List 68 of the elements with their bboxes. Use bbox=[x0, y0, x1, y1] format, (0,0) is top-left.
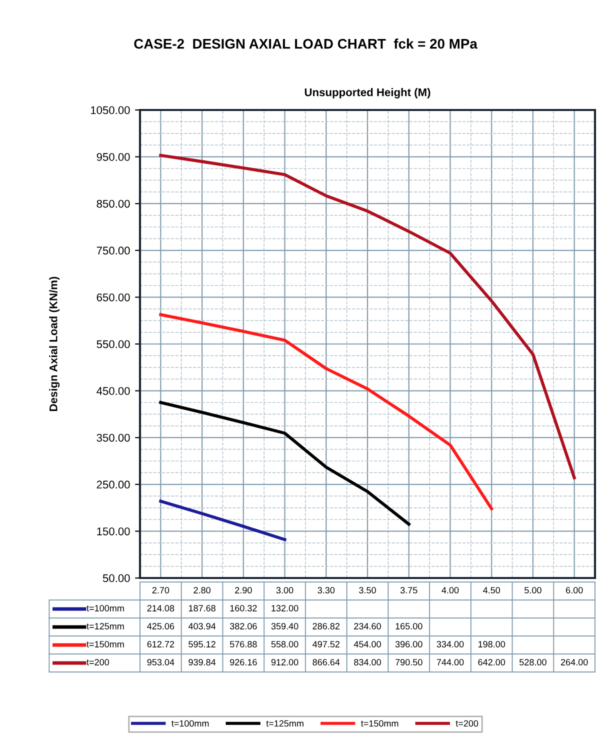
data-label: 214.08 bbox=[147, 605, 174, 612]
data-label: 576.88 bbox=[230, 641, 257, 648]
x-axis-title: Unsupported Height (M) bbox=[304, 88, 430, 98]
data-label: 334.00 bbox=[436, 641, 464, 648]
y-tick-label: 350.00 bbox=[96, 434, 130, 442]
x-tick-label: 6.00 bbox=[566, 587, 583, 594]
line-series bbox=[159, 313, 494, 510]
data-label: 234.60 bbox=[354, 623, 381, 630]
legend-label: t=200 bbox=[86, 659, 110, 666]
line-series bbox=[159, 500, 286, 542]
y-tick-label: 250.00 bbox=[96, 480, 130, 489]
line-series bbox=[159, 400, 410, 526]
x-tick-label: 2.80 bbox=[194, 587, 210, 594]
y-tick-label: 850.00 bbox=[96, 200, 130, 208]
data-label: 132.00 bbox=[272, 605, 298, 612]
x-tick-label: 2.90 bbox=[235, 587, 252, 594]
line-series bbox=[159, 154, 576, 480]
x-tick-label: 3.30 bbox=[318, 587, 335, 594]
data-label: 198.00 bbox=[478, 641, 506, 648]
data-label: 165.00 bbox=[396, 623, 422, 630]
data-label: 595.12 bbox=[188, 641, 216, 648]
y-tick-label: 550.00 bbox=[96, 340, 130, 348]
data-label: 425.06 bbox=[147, 623, 174, 630]
y-tick-label: 650.00 bbox=[96, 293, 130, 302]
data-label: 744.00 bbox=[436, 659, 464, 666]
data-label: 558.00 bbox=[271, 641, 298, 648]
y-tick-label: 150.00 bbox=[97, 527, 130, 536]
data-label: 642.00 bbox=[478, 659, 506, 666]
data-label: 926.16 bbox=[230, 659, 257, 666]
data-label: 286.82 bbox=[312, 623, 340, 630]
data-label: 834.00 bbox=[354, 659, 381, 666]
y-tick-label: 50.00 bbox=[102, 574, 130, 582]
data-label: 187.68 bbox=[188, 605, 216, 612]
chart-title: CASE-2 DESIGN AXIAL LOAD CHART fck = 20 MPa bbox=[134, 38, 478, 49]
data-label: 382.06 bbox=[230, 623, 257, 630]
y-tick-label: 450.00 bbox=[96, 387, 130, 395]
data-label: 790.50 bbox=[396, 659, 422, 666]
legend-label: t=100mm bbox=[86, 605, 124, 612]
x-tick-label: 4.00 bbox=[442, 587, 459, 594]
data-label: 497.52 bbox=[312, 641, 340, 648]
x-tick-label: 3.75 bbox=[400, 587, 418, 594]
data-label: 939.84 bbox=[188, 659, 216, 666]
y-tick-label: 750.00 bbox=[96, 246, 130, 255]
data-label: 396.00 bbox=[395, 641, 422, 648]
y-axis-title: Design Axial Load (KN/m) bbox=[49, 276, 60, 411]
data-label: 264.00 bbox=[560, 659, 588, 666]
data-label: 528.00 bbox=[520, 659, 546, 666]
text: t=100mm bbox=[171, 720, 209, 727]
x-tick-label: 3.50 bbox=[359, 587, 376, 594]
text: t=200 bbox=[456, 720, 478, 727]
data-label: 953.04 bbox=[147, 659, 174, 666]
data-label: 160.32 bbox=[230, 605, 257, 612]
legend-label: t=150mm bbox=[86, 641, 124, 648]
data-label: 912.00 bbox=[271, 659, 298, 666]
data-label: 454.00 bbox=[354, 641, 381, 648]
y-tick-label: 950.00 bbox=[96, 153, 130, 161]
text: t=150mm bbox=[361, 720, 398, 727]
legend-label: t=125mm bbox=[86, 623, 124, 630]
data-label: 359.40 bbox=[271, 623, 298, 630]
x-tick-label: 2.70 bbox=[152, 587, 170, 594]
data-label: 403.94 bbox=[188, 623, 216, 630]
x-tick-label: 4.50 bbox=[483, 587, 500, 594]
y-tick-label: 1050.00 bbox=[90, 106, 130, 114]
text: t=125mm bbox=[266, 720, 304, 727]
data-label: 612.72 bbox=[147, 641, 174, 648]
x-tick-label: 3.00 bbox=[276, 587, 294, 594]
x-tick-label: 5.00 bbox=[524, 587, 542, 594]
data-label: 866.64 bbox=[312, 659, 340, 666]
